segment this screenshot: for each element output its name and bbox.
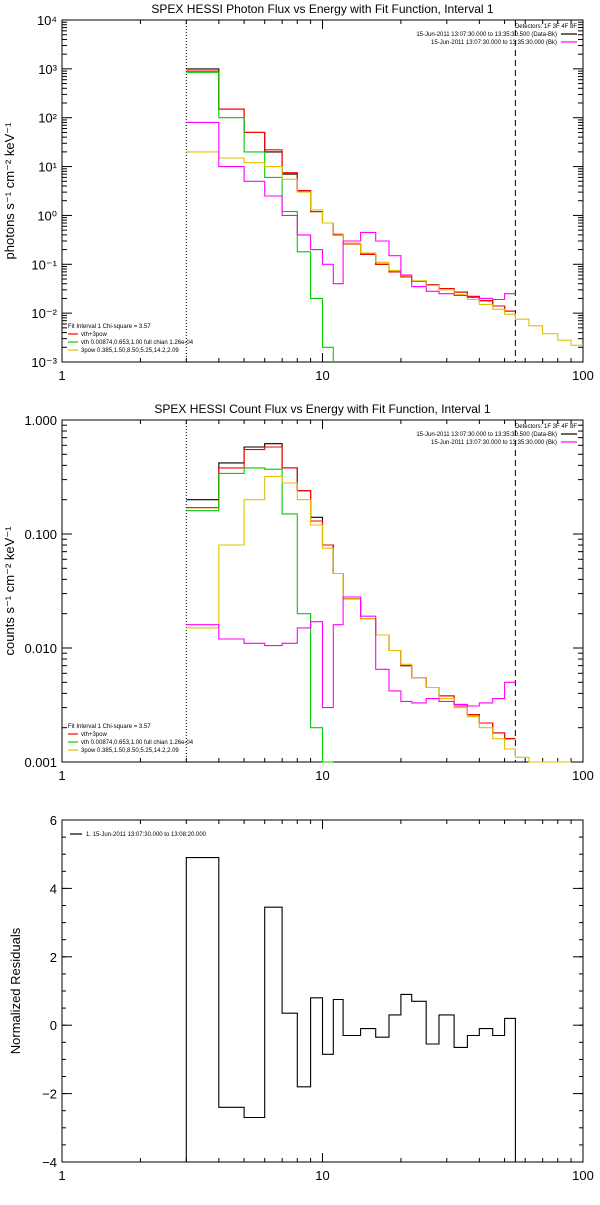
plot-frame — [61, 419, 584, 763]
y-tick-label: 6 — [50, 813, 57, 828]
y-tick-label: 0.010 — [24, 641, 57, 656]
series-line-4 — [186, 475, 572, 763]
series-line-5 — [186, 121, 516, 301]
y-tick-label: 0.100 — [24, 527, 57, 542]
plot-frame — [61, 819, 584, 1163]
x-tick-label: 1 — [58, 768, 65, 783]
y-tick-label: 10³ — [38, 62, 57, 77]
fit-legend-header: Fit Interval 1 Chi-square = 3.57 — [68, 324, 151, 330]
fit-legend-header: Fit Interval 1 Chi-square = 3.57 — [68, 724, 151, 730]
series-line-4 — [186, 151, 583, 346]
y-tick-label: 0.001 — [24, 755, 57, 770]
x-tick-label: 1 — [58, 1168, 65, 1183]
x-tick-label: 10 — [315, 768, 329, 783]
fit-legend-label: vth+3pow — [81, 332, 108, 338]
y-tick-label: 1.000 — [24, 413, 57, 428]
fit-legend-label: vth 0.00874,0.653,1.00 full chian 1.26e-… — [81, 740, 194, 746]
series-line-2 — [186, 446, 516, 740]
series-line-1 — [185, 857, 516, 1162]
y-tick-label: 10⁻² — [31, 306, 57, 321]
fit-legend-label: 3pow 0.385,1.50,8.50,5.25,14.2,2.09 — [81, 748, 179, 754]
fit-legend-label: 3pow 0.385,1.50,8.50,5.25,14.2,2.09 — [81, 348, 179, 354]
legend-entry-label: 15-Jun-2011 13:07:30.000 to 13:35:30.000… — [431, 40, 557, 46]
y-tick-label: 10⁻³ — [31, 355, 57, 370]
panel-3: 1 10 100 −4 −2 0 2 4 6 Normalized Residuals 1. 15-… — [8, 813, 594, 1183]
y-axis-label: counts s⁻¹ cm⁻² keV⁻¹ — [2, 526, 17, 656]
x-tick-label: 1 — [58, 368, 65, 383]
panel-1: SPEX HESSI Photon Flux vs Energy with Fi… — [2, 2, 594, 383]
legend-entry-label: 1. 15-Jun-2011 13:07:30.000 to 13:08:20.… — [86, 832, 207, 838]
legend-entry-label: 15-Jun-2011 13:07:30.000 to 13:35:30.000… — [431, 440, 557, 446]
chart-title: SPEX HESSI Photon Flux vs Energy with Fi… — [151, 2, 493, 16]
series-line-1 — [186, 68, 516, 312]
series-line-3 — [186, 71, 334, 362]
y-tick-label: 4 — [50, 881, 57, 896]
y-axis-label: Normalized Residuals — [8, 927, 23, 1054]
y-axis-label: photons s⁻¹ cm⁻² keV⁻¹ — [2, 122, 17, 260]
y-tick-label: 10⁻¹ — [31, 257, 57, 272]
chart-title: SPEX HESSI Count Flux vs Energy with Fit… — [154, 402, 490, 416]
series-line-3 — [186, 467, 334, 763]
legend-header: Detectors: 1F 3F 4F 8F — [515, 24, 577, 30]
x-tick-label: 10 — [315, 368, 329, 383]
x-tick-label: 100 — [572, 1168, 594, 1183]
series-line-5 — [186, 596, 516, 709]
legend-entry-label: 15-Jun-2011 13:07:30.000 to 13:35:30.500… — [416, 432, 557, 438]
y-tick-label: −4 — [42, 1155, 57, 1170]
legend-entry-label: 15-Jun-2011 13:07:30.000 to 13:35:30.500… — [416, 32, 557, 38]
series-line-2 — [186, 70, 516, 312]
y-tick-label: 10⁴ — [37, 13, 57, 28]
y-tick-label: 0 — [50, 1018, 57, 1033]
x-tick-label: 100 — [572, 768, 594, 783]
panel-2: SPEX HESSI Count Flux vs Energy with Fit… — [2, 402, 594, 783]
legend-header: Detectors: 1F 3F 4F 8F — [515, 424, 577, 430]
fit-legend-label: vth 0.00874,0.653,1.00 full chian 1.26e-… — [81, 340, 194, 346]
y-tick-label: 10² — [38, 111, 57, 126]
x-tick-label: 100 — [572, 368, 594, 383]
y-tick-label: 2 — [50, 950, 57, 965]
fit-legend-label: vth+3pow — [81, 732, 108, 738]
y-tick-label: 10⁰ — [37, 208, 57, 223]
series-line-1 — [186, 443, 516, 740]
y-tick-label: 10¹ — [38, 160, 57, 175]
y-tick-label: −2 — [42, 1087, 57, 1102]
x-tick-label: 10 — [315, 1168, 329, 1183]
